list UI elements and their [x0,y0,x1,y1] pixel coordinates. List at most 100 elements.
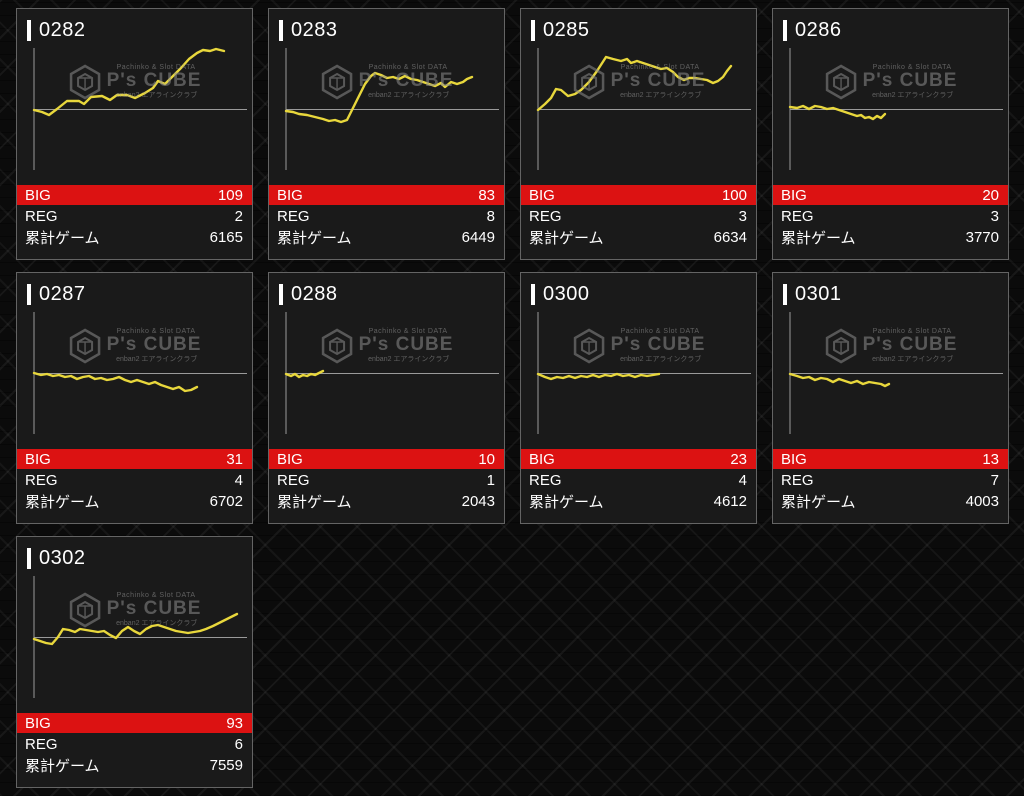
stats-block: BIG 13 REG 7 累計ゲーム 4003 [773,449,1008,512]
big-label: BIG [25,714,51,732]
big-value: 109 [217,186,243,204]
reg-value: 1 [486,471,495,489]
slump-chart-svg [32,47,247,170]
machine-number: 0300 [543,282,590,305]
slump-line [788,372,891,388]
total-games-value: 7559 [209,756,243,774]
slump-chart: Pachinko & Slot DATA P's CUBE enban2 エアラ… [269,310,504,436]
slump-line [536,55,733,112]
reg-label: REG [277,207,310,225]
total-games-label: 累計ゲーム [277,229,352,247]
slump-chart-svg [536,48,751,170]
slump-chart: Pachinko & Slot DATA P's CUBE enban2 エアラ… [17,574,252,700]
stats-block: BIG 20 REG 3 累計ゲーム 3770 [773,185,1008,248]
total-games-label: 累計ゲーム [781,493,856,511]
title-bar [279,283,283,305]
total-games-row: 累計ゲーム 3770 [773,227,1008,247]
reg-label: REG [25,735,58,753]
stats-block: BIG 83 REG 8 累計ゲーム 6449 [269,185,504,248]
slump-chart-svg [32,312,247,434]
reg-value: 4 [738,471,747,489]
reg-row: REG 3 [773,206,1008,226]
total-games-value: 6702 [209,492,243,510]
slump-chart: Pachinko & Slot DATA P's CUBE enban2 エアラ… [773,46,1008,172]
reg-value: 6 [234,735,243,753]
total-games-row: 累計ゲーム 7559 [17,755,252,775]
machine-title: 0287 [27,282,252,306]
machine-card[interactable]: 0282 Pachinko & Slot DATA P's CUBE enban… [16,8,253,260]
reg-value: 2 [234,207,243,225]
reg-row: REG 3 [521,206,756,226]
title-bar [27,283,31,305]
reg-row: REG 7 [773,470,1008,490]
reg-label: REG [781,471,814,489]
title-bar [783,283,787,305]
big-row: BIG 20 [773,185,1008,205]
total-games-row: 累計ゲーム 4612 [521,491,756,511]
machine-title: 0285 [531,18,756,42]
slump-chart-svg [788,312,1003,434]
reg-label: REG [277,471,310,489]
machine-card[interactable]: 0301 Pachinko & Slot DATA P's CUBE enban… [772,272,1009,524]
total-games-label: 累計ゲーム [25,757,100,775]
total-games-label: 累計ゲーム [529,493,604,511]
machine-title: 0300 [531,282,756,306]
slump-chart-svg [284,312,499,434]
machine-number: 0286 [795,18,842,41]
machine-card[interactable]: 0300 Pachinko & Slot DATA P's CUBE enban… [520,272,757,524]
total-games-value: 2043 [461,492,495,510]
big-value: 10 [478,450,495,468]
slump-line [788,104,887,121]
machine-title: 0283 [279,18,504,42]
big-label: BIG [781,450,807,468]
stats-block: BIG 93 REG 6 累計ゲーム 7559 [17,713,252,776]
stats-block: BIG 109 REG 2 累計ゲーム 6165 [17,185,252,248]
big-row: BIG 109 [17,185,252,205]
big-row: BIG 10 [269,449,504,469]
reg-label: REG [781,207,814,225]
big-row: BIG 93 [17,713,252,733]
slump-chart: Pachinko & Slot DATA P's CUBE enban2 エアラ… [17,310,252,436]
machine-card[interactable]: 0288 Pachinko & Slot DATA P's CUBE enban… [268,272,505,524]
slump-chart-svg [32,576,247,698]
big-value: 100 [721,186,747,204]
slump-chart: Pachinko & Slot DATA P's CUBE enban2 エアラ… [17,46,252,172]
machine-number: 0288 [291,282,338,305]
big-label: BIG [25,186,51,204]
machine-card[interactable]: 0285 Pachinko & Slot DATA P's CUBE enban… [520,8,757,260]
machine-title: 0288 [279,282,504,306]
reg-label: REG [25,207,58,225]
total-games-label: 累計ゲーム [25,493,100,511]
total-games-row: 累計ゲーム 2043 [269,491,504,511]
machine-card[interactable]: 0283 Pachinko & Slot DATA P's CUBE enban… [268,8,505,260]
slump-line [536,372,661,381]
total-games-row: 累計ゲーム 6165 [17,227,252,247]
big-value: 13 [982,450,999,468]
total-games-label: 累計ゲーム [277,493,352,511]
big-row: BIG 13 [773,449,1008,469]
big-row: BIG 31 [17,449,252,469]
title-bar [27,547,31,569]
reg-row: REG 8 [269,206,504,226]
big-value: 83 [478,186,495,204]
slump-chart: Pachinko & Slot DATA P's CUBE enban2 エアラ… [521,310,756,436]
machine-title: 0282 [27,18,252,42]
stats-block: BIG 31 REG 4 累計ゲーム 6702 [17,449,252,512]
title-bar [279,19,283,41]
slump-chart-svg [788,48,1003,170]
big-label: BIG [529,450,555,468]
machine-card[interactable]: 0302 Pachinko & Slot DATA P's CUBE enban… [16,536,253,788]
reg-label: REG [25,471,58,489]
machine-card[interactable]: 0287 Pachinko & Slot DATA P's CUBE enban… [16,272,253,524]
slump-chart: Pachinko & Slot DATA P's CUBE enban2 エアラ… [521,46,756,172]
total-games-row: 累計ゲーム 6702 [17,491,252,511]
reg-row: REG 6 [17,734,252,754]
stats-block: BIG 100 REG 3 累計ゲーム 6634 [521,185,756,248]
big-label: BIG [25,450,51,468]
reg-row: REG 4 [521,470,756,490]
slump-line [32,371,199,393]
total-games-row: 累計ゲーム 6449 [269,227,504,247]
machine-card[interactable]: 0286 Pachinko & Slot DATA P's CUBE enban… [772,8,1009,260]
machine-number: 0285 [543,18,590,41]
big-label: BIG [781,186,807,204]
